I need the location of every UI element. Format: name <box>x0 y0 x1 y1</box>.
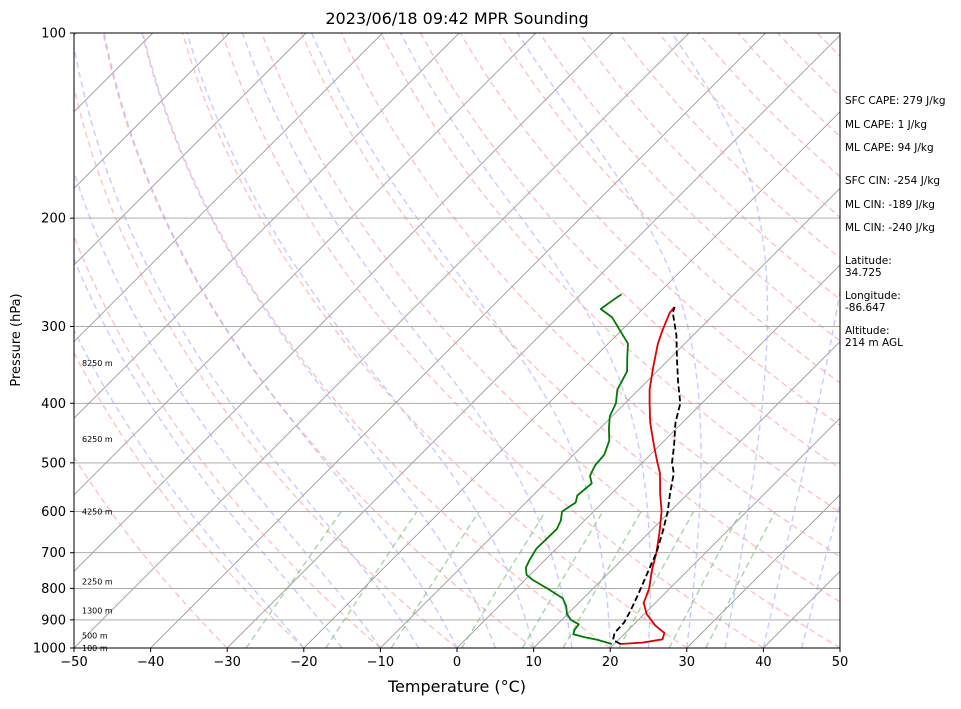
x-tick-label: −50 <box>60 655 87 670</box>
x-tick-label: 40 <box>755 655 772 670</box>
latitude-value: 34.725 <box>845 267 882 279</box>
x-tick-label: −30 <box>213 655 240 670</box>
height-label: 500 m <box>82 632 108 641</box>
y-tick-label: 100 <box>41 27 66 42</box>
x-tick-label: −20 <box>290 655 317 670</box>
y-tick-label: 900 <box>41 613 66 628</box>
altitude-label: Altitude: <box>845 325 890 337</box>
x-tick-label: 30 <box>679 655 696 670</box>
altitude-value: 214 m AGL <box>845 337 903 349</box>
x-tick-label: −10 <box>367 655 394 670</box>
chart-title: 2023/06/18 09:42 MPR Sounding <box>325 9 588 28</box>
y-axis-label: Pressure (hPa) <box>9 293 24 386</box>
y-tick-label: 700 <box>41 546 66 561</box>
height-label: 6250 m <box>82 435 113 444</box>
x-tick-label: 50 <box>832 655 849 670</box>
latitude-label: Latitude: <box>845 255 892 267</box>
height-label: 4250 m <box>82 508 113 517</box>
ml-cape-text-2: ML CAPE: 94 J/kg <box>845 142 934 154</box>
y-tick-label: 400 <box>41 397 66 412</box>
y-tick-label: 200 <box>41 212 66 227</box>
x-tick-label: −40 <box>137 655 164 670</box>
ml-cin-text-2: ML CIN: -240 J/kg <box>845 222 935 234</box>
height-label: 8250 m <box>82 359 113 368</box>
sfc-cin-text: SFC CIN: -254 J/kg <box>845 175 940 187</box>
y-tick-label: 500 <box>41 456 66 471</box>
x-tick-label: 20 <box>602 655 619 670</box>
x-axis-label: Temperature (°C) <box>387 677 526 696</box>
longitude-label: Longitude: <box>845 290 901 302</box>
ml-cape-text: ML CAPE: 1 J/kg <box>845 119 927 131</box>
x-tick-label: 10 <box>525 655 542 670</box>
sfc-cape-text: SFC CAPE: 279 J/kg <box>845 95 946 107</box>
y-tick-label: 300 <box>41 320 66 335</box>
ml-cin-text: ML CIN: -189 J/kg <box>845 199 935 211</box>
longitude-value: -86.647 <box>845 302 886 314</box>
height-label: 2250 m <box>82 578 113 587</box>
y-tick-label: 600 <box>41 505 66 520</box>
y-tick-label: 800 <box>41 582 66 597</box>
y-tick-label: 1000 <box>33 642 66 657</box>
height-label: 1300 m <box>82 606 113 615</box>
x-tick-label: 0 <box>453 655 461 670</box>
